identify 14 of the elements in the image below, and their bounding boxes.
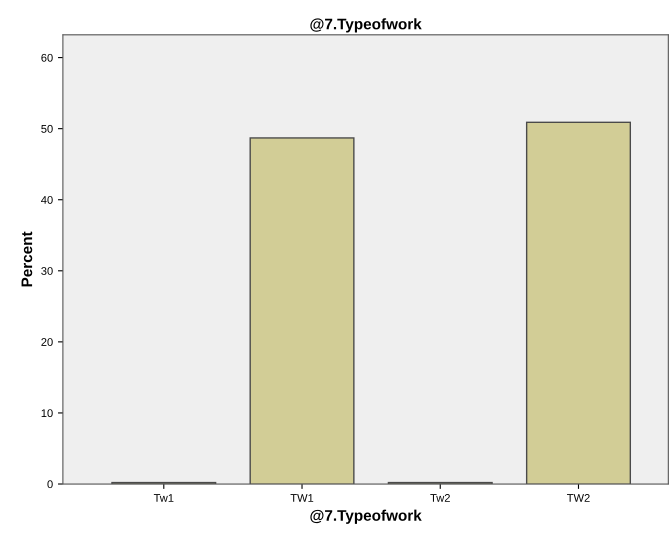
y-tick-label: 60 [41,54,53,62]
y-tick-label: 10 [42,409,53,418]
chart-title: @7.Typeofwork [310,18,422,32]
x-tick-label: TW1 [290,494,314,502]
y-tick-label: 20 [41,338,53,346]
x-tick-label: Tw2 [430,494,450,502]
y-tick-label: 50 [41,124,53,133]
y-axis-title: Percent [22,232,32,286]
x-axis-title: @7.Typeofwork [310,510,422,524]
y-tick-label: 30 [41,267,53,275]
y-tick-label: 0 [47,480,53,488]
x-tick-label: TW2 [567,494,590,502]
y-tick-label: 40 [41,196,53,204]
x-tick-label: Tw1 [154,494,174,502]
